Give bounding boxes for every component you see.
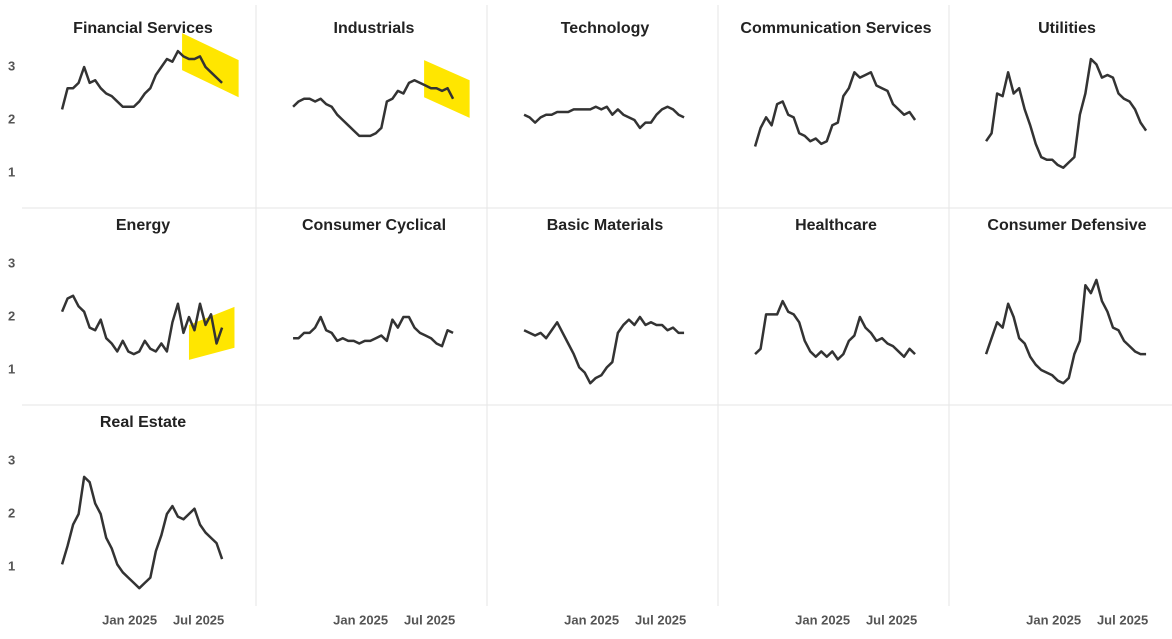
panel-title: Healthcare — [795, 217, 877, 234]
x-tick-label: Jul 2025 — [404, 612, 455, 627]
y-tick-label: 3 — [8, 452, 15, 467]
panel-title: Communication Services — [740, 20, 931, 37]
series-line — [754, 299, 916, 361]
x-tick-label: Jan 2025 — [564, 612, 619, 627]
series-line — [985, 57, 1148, 169]
y-tick-label: 3 — [8, 58, 15, 73]
x-tick-label: Jan 2025 — [795, 612, 850, 627]
series-line — [292, 79, 455, 138]
y-tick-label: 3 — [8, 255, 15, 270]
series-line — [984, 278, 1147, 385]
x-tick-label: Jan 2025 — [333, 612, 388, 627]
separators — [22, 5, 1172, 606]
series-line — [523, 105, 685, 130]
y-tick-label: 2 — [8, 505, 15, 520]
series-line — [60, 294, 224, 356]
x-tick-label: Jul 2025 — [1097, 612, 1148, 627]
y-tick-label: 1 — [8, 558, 15, 573]
y-tick-label: 2 — [8, 111, 15, 126]
y-tick-label: 1 — [8, 164, 15, 179]
highlight-band — [188, 306, 235, 360]
panel-title: Financial Services — [73, 20, 213, 37]
series-line — [60, 475, 224, 590]
panel-title: Real Estate — [100, 414, 186, 431]
x-tick-label: Jan 2025 — [1026, 612, 1081, 627]
panel-title: Utilities — [1038, 20, 1096, 37]
panel-title: Basic Materials — [547, 217, 664, 234]
panel-title: Technology — [561, 20, 650, 37]
y-tick-label: 2 — [8, 308, 15, 323]
panel-title: Consumer Defensive — [987, 217, 1146, 234]
series-line — [293, 315, 454, 348]
highlight-band — [182, 33, 239, 98]
y-tick-label: 1 — [8, 361, 15, 376]
x-tick-label: Jan 2025 — [102, 612, 157, 627]
series-line — [60, 49, 223, 110]
x-tick-label: Jul 2025 — [866, 612, 917, 627]
panel-title: Energy — [116, 217, 170, 234]
panel-title: Consumer Cyclical — [302, 217, 446, 234]
x-tick-label: Jul 2025 — [635, 612, 686, 627]
panel-title: Industrials — [334, 20, 415, 37]
series-line — [523, 315, 685, 385]
x-tick-label: Jul 2025 — [173, 612, 224, 627]
series-line — [753, 71, 917, 147]
